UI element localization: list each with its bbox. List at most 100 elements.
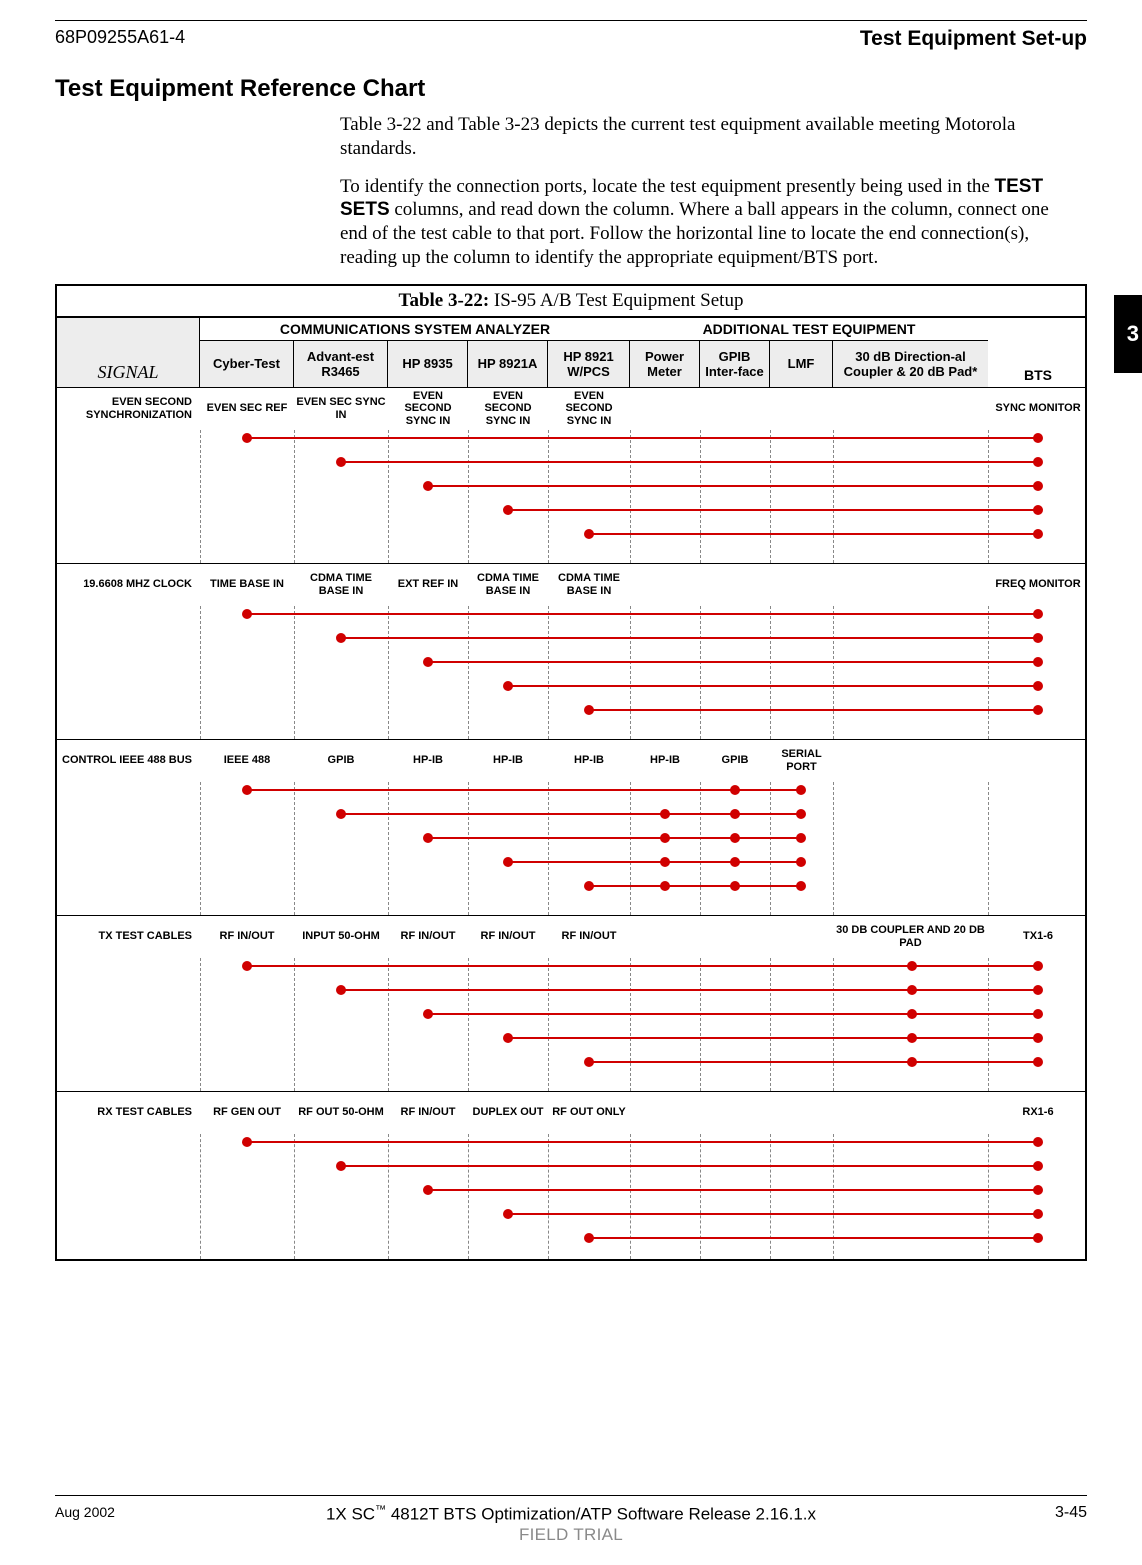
- section-labels: 19.6608 MHZ CLOCKTIME BASE INCDMA TIME B…: [57, 564, 1085, 606]
- connection-line: [341, 637, 1038, 639]
- connection-area: [57, 958, 1085, 1091]
- column-separator: [548, 606, 549, 739]
- para2-b: columns, and read down the column. Where…: [340, 199, 1049, 268]
- connection-dot: [1033, 529, 1043, 539]
- signal-section: CONTROL IEEE 488 BUSIEEE 488GPIBHP-IBHP-…: [57, 739, 1085, 915]
- column-separator: [200, 606, 201, 739]
- hdr-gpib: GPIB Inter-face: [700, 341, 770, 387]
- column-separator: [468, 606, 469, 739]
- section-labels: TX TEST CABLES RF IN/OUT INPUT 50-OHM RF IN…: [57, 916, 1085, 958]
- column-separator: [770, 430, 771, 563]
- column-separator: [700, 606, 701, 739]
- section-labels: RX TEST CABLESRF GEN OUTRF OUT 50-OHMRF …: [57, 1092, 1085, 1134]
- connection-dot: [796, 809, 806, 819]
- connection-area: [57, 1134, 1085, 1259]
- table-title: IS-95 A/B Test Equipment Setup: [489, 290, 743, 311]
- port-label: FREQ MONITOR: [988, 578, 1088, 590]
- connection-dot: [336, 633, 346, 643]
- table-body: EVEN SECOND SYNCHRONIZATIONEVEN SEC REFE…: [57, 387, 1085, 1259]
- port-label: SYNC MONITOR: [988, 402, 1088, 414]
- connection-line: [341, 989, 1038, 991]
- connection-line: [247, 789, 801, 791]
- port-label: INPUT 50-OHM: [294, 930, 388, 942]
- connection-dot: [907, 1009, 917, 1019]
- port-label: CDMA TIME BASE IN: [468, 572, 548, 596]
- para2-a: To identify the connection ports, locate…: [340, 176, 995, 197]
- connection-line: [508, 1037, 1038, 1039]
- connection-dot: [423, 833, 433, 843]
- connection-area: [57, 430, 1085, 563]
- column-separator: [468, 1134, 469, 1259]
- section-labels: EVEN SECOND SYNCHRONIZATIONEVEN SEC REFE…: [57, 388, 1085, 430]
- connection-line: [247, 437, 1038, 439]
- hdr-lmf: LMF: [770, 341, 833, 387]
- page-footer: Aug 2002 1X SC™ 4812T BTS Optimization/A…: [55, 1495, 1087, 1545]
- connection-dot: [336, 985, 346, 995]
- connection-dot: [1033, 1233, 1043, 1243]
- connection-dot: [242, 1137, 252, 1147]
- connection-dot: [1033, 609, 1043, 619]
- column-separator: [388, 606, 389, 739]
- connection-area: [57, 782, 1085, 915]
- table-number: Table 3-22:: [399, 290, 490, 311]
- port-label: EXT REF IN: [388, 578, 468, 590]
- footer-line2: FIELD TRIAL: [165, 1525, 977, 1545]
- column-separator: [388, 958, 389, 1091]
- intro-para-2: To identify the connection ports, locate…: [340, 175, 1077, 270]
- column-separator: [630, 606, 631, 739]
- column-separator: [548, 782, 549, 915]
- port-label: HP-IB: [468, 754, 548, 766]
- connection-dot: [584, 529, 594, 539]
- column-separator: [833, 430, 834, 563]
- column-separator: [833, 606, 834, 739]
- signal-section: EVEN SECOND SYNCHRONIZATIONEVEN SEC REFE…: [57, 387, 1085, 563]
- column-separator: [548, 430, 549, 563]
- connection-line: [589, 709, 1038, 711]
- connection-dot: [584, 1057, 594, 1067]
- connection-dot: [660, 833, 670, 843]
- signal-section: RX TEST CABLESRF GEN OUTRF OUT 50-OHMRF …: [57, 1091, 1085, 1259]
- column-separator: [468, 782, 469, 915]
- port-label: EVEN SECOND SYNC IN: [388, 390, 468, 426]
- connection-dot: [730, 881, 740, 891]
- connection-dot: [1033, 1209, 1043, 1219]
- connection-dot: [730, 857, 740, 867]
- connection-line: [508, 509, 1038, 511]
- footer-line1: 1X SC™ 4812T BTS Optimization/ATP Softwa…: [165, 1504, 977, 1525]
- connection-dot: [242, 433, 252, 443]
- hdr-hp8935: HP 8935: [388, 341, 468, 387]
- connection-dot: [1033, 1057, 1043, 1067]
- column-separator: [388, 782, 389, 915]
- connection-dot: [1033, 1161, 1043, 1171]
- port-label: RF IN/OUT: [388, 1106, 468, 1118]
- column-separator: [388, 1134, 389, 1259]
- column-separator: [833, 1134, 834, 1259]
- connection-dot: [1033, 1185, 1043, 1195]
- column-separator: [988, 782, 989, 915]
- column-separator: [468, 430, 469, 563]
- connection-dot: [503, 857, 513, 867]
- column-separator: [294, 1134, 295, 1259]
- column-separator: [468, 958, 469, 1091]
- chapter-tab: 3: [1114, 295, 1142, 373]
- column-separator: [630, 430, 631, 563]
- column-separator: [700, 958, 701, 1091]
- connection-line: [247, 965, 1038, 967]
- signal-name: 19.6608 MHZ CLOCK: [57, 578, 200, 590]
- port-label: RF IN/OUT: [548, 930, 630, 942]
- section-labels: CONTROL IEEE 488 BUSIEEE 488GPIBHP-IBHP-…: [57, 740, 1085, 782]
- connection-dot: [730, 809, 740, 819]
- port-label: RX1-6: [988, 1106, 1088, 1118]
- connection-dot: [1033, 657, 1043, 667]
- port-label: RF IN/OUT: [468, 930, 548, 942]
- column-separator: [770, 782, 771, 915]
- signal-name: TX TEST CABLES: [57, 930, 200, 942]
- port-label: TX1-6: [988, 930, 1088, 942]
- hdr-additional: ADDITIONAL TEST EQUIPMENT: [630, 318, 988, 341]
- column-separator: [548, 958, 549, 1091]
- connection-dot: [1033, 433, 1043, 443]
- connection-dot: [796, 833, 806, 843]
- port-label: IEEE 488: [200, 754, 294, 766]
- connection-dot: [796, 785, 806, 795]
- intro-para-1: Table 3-22 and Table 3-23 depicts the cu…: [340, 113, 1077, 161]
